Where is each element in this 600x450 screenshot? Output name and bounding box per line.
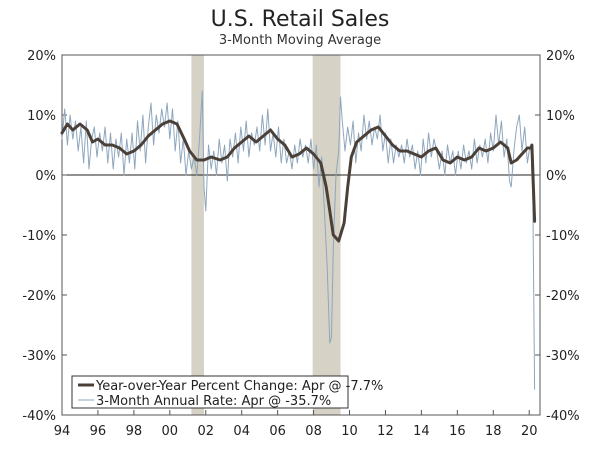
x-tick-label: 18 <box>485 424 502 439</box>
y-tick-label-left: 0% <box>35 169 56 184</box>
y-tick-label-left: -10% <box>22 229 56 244</box>
x-tick-label: 10 <box>341 424 358 439</box>
x-tick-label: 96 <box>90 424 107 439</box>
x-tick-label: 14 <box>413 424 430 439</box>
x-tick-label: 02 <box>197 424 214 439</box>
y-tick-label-right: 20% <box>546 49 575 64</box>
y-tick-label-left: 10% <box>27 109 56 124</box>
series-lines <box>60 90 537 390</box>
recession-band-1 <box>191 55 204 415</box>
y-tick-label-left: -30% <box>22 349 56 364</box>
y-tick-label-right: -20% <box>546 289 580 304</box>
x-tick-label: 00 <box>162 424 179 439</box>
legend-label-yoy: Year-over-Year Percent Change: Apr @ -7.… <box>95 379 383 394</box>
y-tick-label-right: 10% <box>546 109 575 124</box>
x-tick-label: 98 <box>126 424 143 439</box>
chart-title: U.S. Retail Sales <box>211 7 390 32</box>
x-tick-label: 08 <box>305 424 322 439</box>
legend: Year-over-Year Percent Change: Apr @ -7.… <box>71 375 383 409</box>
y-tick-label-left: -40% <box>22 409 56 424</box>
x-tick-label: 06 <box>269 424 286 439</box>
x-tick-label: 04 <box>233 424 250 439</box>
legend-label-3m-annual: 3-Month Annual Rate: Apr @ -35.7% <box>96 394 331 409</box>
y-axis-right: 20% 10% 0% -10% -20% -30% -40% <box>535 49 580 424</box>
y-tick-label-left: 20% <box>27 49 56 64</box>
y-axis-left: 20% 10% 0% -10% -20% -30% -40% <box>22 49 67 424</box>
legend-box <box>71 375 349 409</box>
chart-subtitle: 3-Month Moving Average <box>219 33 381 48</box>
series-line-3m-annual <box>61 90 536 390</box>
x-tick-label: 20 <box>521 424 538 439</box>
series-line-yoy <box>60 119 537 243</box>
y-tick-label-left: -20% <box>22 289 56 304</box>
y-tick-label-right: -30% <box>546 349 580 364</box>
y-tick-label-right: -40% <box>546 409 580 424</box>
y-tick-label-right: 0% <box>546 169 567 184</box>
x-tick-label: 16 <box>449 424 466 439</box>
recession-bands <box>191 55 341 415</box>
plot-frame <box>61 54 541 416</box>
x-axis: 94 96 98 00 02 04 06 08 10 12 14 16 18 20 <box>54 410 538 439</box>
recession-band-2 <box>312 55 341 415</box>
x-tick-label: 94 <box>54 424 71 439</box>
x-tick-label: 12 <box>377 424 394 439</box>
y-tick-label-right: -10% <box>546 229 580 244</box>
